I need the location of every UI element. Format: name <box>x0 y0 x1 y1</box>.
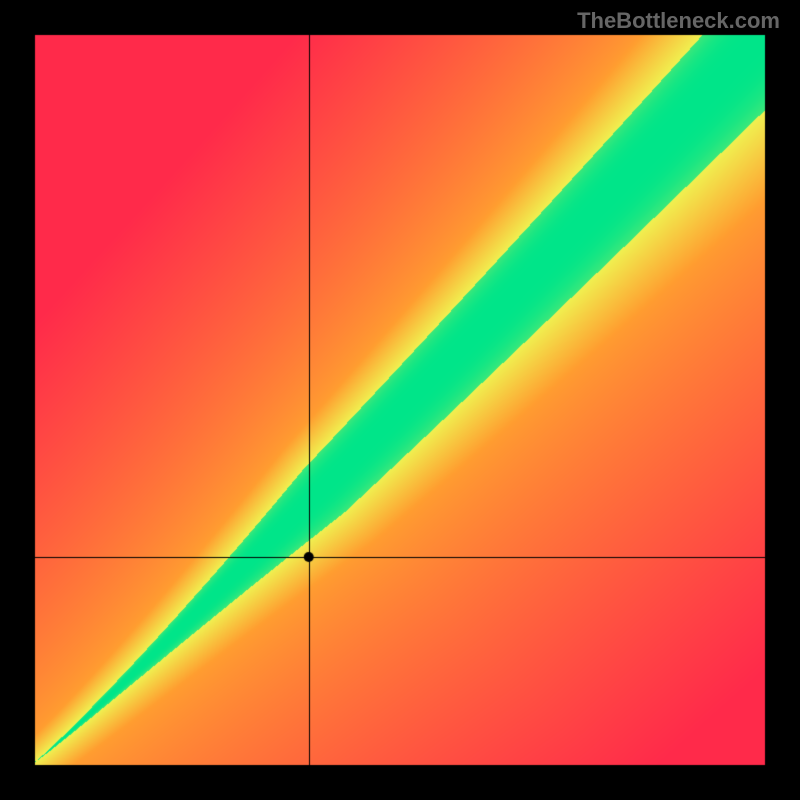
chart-container: TheBottleneck.com <box>0 0 800 800</box>
heatmap-canvas <box>0 0 800 800</box>
watermark-label: TheBottleneck.com <box>577 8 780 34</box>
